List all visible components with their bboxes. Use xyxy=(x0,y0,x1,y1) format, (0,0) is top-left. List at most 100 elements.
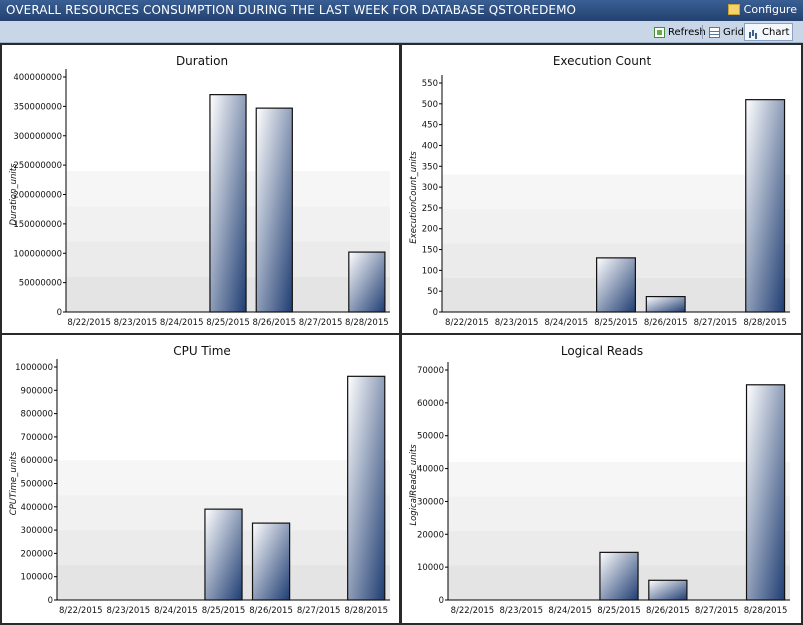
cpu-time-title: CPU Time xyxy=(173,344,231,358)
execution-count-bar-8-25-2015 xyxy=(596,257,636,313)
execution-count-y-tick-label: 450 xyxy=(422,121,438,131)
execution-count-y-tick-label: 550 xyxy=(422,79,438,89)
cpu-time-y-tick-label: 500000 xyxy=(21,480,53,490)
logical-reads-x-tick-label: 8/25/2015 xyxy=(597,606,641,616)
execution-count-chart: Execution Count 0 50 100 150 200 250 300 350 400 4… xyxy=(409,54,790,328)
logical-reads-bg-band xyxy=(448,496,790,531)
logical-reads-y-tick-label: 30000 xyxy=(417,497,444,507)
cpu-time-x-tick-label: 8/27/2015 xyxy=(297,606,341,616)
duration-x-tick-label: 8/28/2015 xyxy=(345,318,389,328)
logical-reads-y-tick-label: 70000 xyxy=(417,366,444,376)
cpu-time-chart: CPU Time 0 100000 200000 300000 400000 500000 6… xyxy=(9,344,390,616)
duration-y-tick-label: 50000000 xyxy=(19,279,62,289)
cpu-time-bar-8-26-2015 xyxy=(251,522,291,601)
logical-reads-y-axis-label: LogicalReads_units xyxy=(409,444,419,526)
logical-reads-y-tick-label: 60000 xyxy=(417,399,444,409)
execution-count-y-axis-label: ExecutionCount_units xyxy=(409,151,419,244)
cpu-time-x-tick-label: 8/23/2015 xyxy=(107,606,151,616)
logical-reads-x-tick-label: 8/26/2015 xyxy=(646,606,690,616)
duration-y-tick-label: 0 xyxy=(57,308,62,318)
execution-count-y-tick-label: 250 xyxy=(422,204,438,214)
toolbar: Refresh Grid Chart xyxy=(0,21,803,43)
logical-reads-y-tick-label: 50000 xyxy=(417,432,444,442)
logical-reads-bg-band xyxy=(448,462,790,497)
logical-reads-y-tick-label: 0 xyxy=(439,596,444,606)
execution-count-bar-8-26-2015 xyxy=(645,295,686,313)
chart-icon xyxy=(748,27,759,38)
duration-bar-8-26-2015 xyxy=(255,107,293,313)
execution-count-x-tick-label: 8/23/2015 xyxy=(495,318,539,328)
duration-y-tick-label: 250000000 xyxy=(13,161,62,171)
cpu-time-bg-band xyxy=(57,460,390,496)
execution-count-chart-panel: Execution Count 0 50 100 150 200 250 300 350 400 4… xyxy=(402,45,801,333)
logical-reads-y-tick-label: 10000 xyxy=(417,563,444,573)
logical-reads-bar-8-28-2015 xyxy=(745,384,786,601)
grid-button[interactable]: Grid xyxy=(705,23,748,41)
charts-area: Duration 0 50000000 100000000 150000000 20000… xyxy=(0,43,803,625)
logical-reads-chart-panel: Logical Reads 0 10000 20000 30000 40000 50000 6… xyxy=(402,335,801,623)
cpu-time-y-tick-label: 1000000 xyxy=(15,363,53,373)
configure-label: Configure xyxy=(743,3,797,16)
duration-chart: Duration 0 50000000 100000000 150000000 20000… xyxy=(9,54,390,328)
cpu-time-y-tick-label: 0 xyxy=(48,596,53,606)
cpu-time-x-tick-label: 8/24/2015 xyxy=(154,606,198,616)
logical-reads-x-tick-label: 8/24/2015 xyxy=(548,606,592,616)
configure-button[interactable]: Configure xyxy=(727,3,797,16)
execution-count-y-tick-label: 50 xyxy=(427,287,438,297)
cpu-time-y-tick-label: 900000 xyxy=(21,386,53,396)
cpu-time-x-tick-label: 8/25/2015 xyxy=(202,606,246,616)
execution-count-y-tick-label: 200 xyxy=(422,225,438,235)
cpu-time-x-tick-label: 8/26/2015 xyxy=(249,606,293,616)
refresh-button[interactable]: Refresh xyxy=(650,23,710,41)
execution-count-bg-band xyxy=(442,208,790,244)
execution-count-y-tick-label: 100 xyxy=(422,266,438,276)
configure-icon xyxy=(727,4,740,15)
title-bar: OVERALL RESOURCES CONSUMPTION DURING THE… xyxy=(0,0,803,21)
execution-count-title: Execution Count xyxy=(553,54,652,68)
cpu-time-y-tick-label: 400000 xyxy=(21,503,53,513)
execution-count-x-tick-label: 8/27/2015 xyxy=(694,318,738,328)
duration-x-tick-label: 8/22/2015 xyxy=(67,318,111,328)
logical-reads-x-tick-label: 8/27/2015 xyxy=(695,606,739,616)
duration-y-tick-label: 350000000 xyxy=(13,102,62,112)
duration-y-tick-label: 100000000 xyxy=(13,249,62,259)
report-title: OVERALL RESOURCES CONSUMPTION DURING THE… xyxy=(6,3,577,17)
duration-x-tick-label: 8/26/2015 xyxy=(252,318,296,328)
cpu-time-y-tick-label: 700000 xyxy=(21,433,53,443)
execution-count-x-tick-label: 8/25/2015 xyxy=(594,318,638,328)
chart-button[interactable]: Chart xyxy=(744,23,794,41)
execution-count-y-tick-label: 150 xyxy=(422,246,438,256)
execution-count-y-tick-label: 400 xyxy=(422,141,438,151)
logical-reads-x-tick-label: 8/28/2015 xyxy=(744,606,788,616)
cpu-time-y-tick-label: 100000 xyxy=(21,573,53,583)
grid-icon xyxy=(709,26,720,38)
execution-count-y-tick-label: 0 xyxy=(433,308,438,318)
cpu-time-y-tick-label: 600000 xyxy=(21,456,53,466)
execution-count-y-tick-label: 350 xyxy=(422,162,438,172)
grid-label: Grid xyxy=(723,26,744,38)
cpu-time-x-tick-label: 8/22/2015 xyxy=(59,606,103,616)
cpu-time-bar-8-28-2015 xyxy=(347,375,386,601)
duration-y-axis-label: Duration_units xyxy=(9,163,19,226)
duration-y-tick-label: 200000000 xyxy=(13,191,62,201)
execution-count-bg-band xyxy=(442,174,790,209)
duration-title: Duration xyxy=(176,54,228,68)
cpu-time-y-tick-label: 200000 xyxy=(21,549,53,559)
logical-reads-title: Logical Reads xyxy=(561,344,643,358)
refresh-icon xyxy=(654,26,665,38)
logical-reads-y-tick-label: 20000 xyxy=(417,530,444,540)
cpu-time-x-tick-label: 8/28/2015 xyxy=(344,606,388,616)
cpu-time-y-tick-label: 300000 xyxy=(21,526,53,536)
duration-y-tick-label: 300000000 xyxy=(13,132,62,142)
duration-y-tick-label: 150000000 xyxy=(13,220,62,230)
cpu-time-chart-panel: CPU Time 0 100000 200000 300000 400000 500000 6… xyxy=(2,335,399,623)
duration-bar-8-25-2015 xyxy=(209,94,247,313)
toolbar-separator xyxy=(702,25,703,39)
execution-count-x-tick-label: 8/24/2015 xyxy=(544,318,588,328)
duration-chart-panel: Duration 0 50000000 100000000 150000000 20000… xyxy=(2,45,399,333)
duration-bar-8-28-2015 xyxy=(348,251,386,313)
duration-x-tick-label: 8/24/2015 xyxy=(160,318,204,328)
cpu-time-y-tick-label: 800000 xyxy=(21,410,53,420)
chart-label: Chart xyxy=(762,26,790,38)
execution-count-y-tick-label: 500 xyxy=(422,100,438,110)
